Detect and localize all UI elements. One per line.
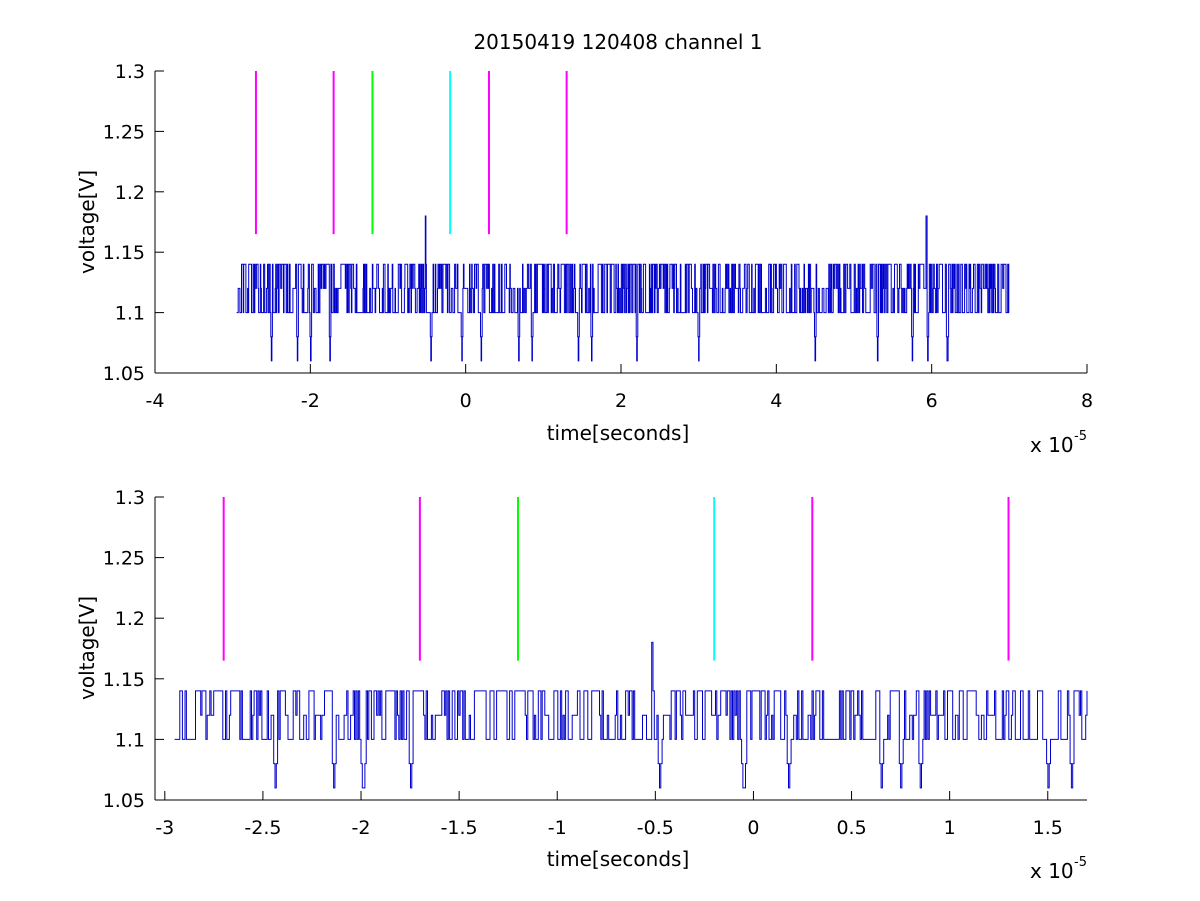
x-tick-label: -4 — [146, 390, 165, 412]
x-axis-label-bottom: time[seconds] — [547, 847, 690, 871]
voltage-series-line — [236, 215, 1010, 362]
y-tick-label: 1.2 — [115, 608, 145, 630]
x-tick-label: 0 — [747, 817, 759, 839]
event-markers-bottom — [222, 497, 1010, 661]
svg-text:x 10: x 10 — [1030, 859, 1074, 883]
figure-title: 20150419 120408 channel 1 — [473, 30, 762, 54]
event-markers-top — [254, 71, 568, 235]
y-tick-label: 1.25 — [103, 121, 145, 143]
x-tick-label: -1 — [548, 817, 567, 839]
x-tick-label: 6 — [926, 390, 938, 412]
x-tick-label: -0.5 — [637, 817, 674, 839]
axes-bottom: 1.05 1.1 1.15 1.2 1.25 1.3 -3 -2.5 -2 -1.5 -1 -0.5 0… — [103, 487, 1087, 839]
x-tick-label: -2 — [301, 390, 320, 412]
signal-trace-top — [236, 215, 1010, 362]
x-tick-label: -3 — [155, 817, 174, 839]
x-tick-label: 8 — [1081, 390, 1093, 412]
x-tick-label: -2 — [352, 817, 371, 839]
y-tick-label: 1.1 — [115, 729, 145, 751]
x-tick-label: 1.5 — [1033, 817, 1063, 839]
y-tick-label: 1.05 — [103, 790, 145, 812]
y-tick-label: 1.15 — [103, 669, 145, 691]
y-axis-label-bottom: voltage[V] — [75, 596, 99, 700]
svg-text:-5: -5 — [1074, 855, 1087, 870]
y-tick-label: 1.3 — [115, 61, 145, 83]
x-tick-label: 2 — [615, 390, 627, 412]
y-axis-label-top: voltage[V] — [75, 170, 99, 274]
plot-top: 1.05 1.1 1.15 1.2 1.25 1.3 -4 -2 0 2 4 6 8 time[seco… — [75, 61, 1093, 457]
axes-top: 1.05 1.1 1.15 1.2 1.25 1.3 -4 -2 0 2 4 6 8 — [103, 61, 1093, 412]
y-tick-label: 1.1 — [115, 303, 145, 325]
plot-bottom: 1.05 1.1 1.15 1.2 1.25 1.3 -3 -2.5 -2 -1.5 -1 -0.5 0… — [75, 487, 1088, 883]
x-multiplier-bottom: x 10 -5 — [1030, 855, 1087, 883]
x-tick-label: 0.5 — [836, 817, 866, 839]
svg-text:-5: -5 — [1074, 429, 1087, 444]
x-tick-label: 4 — [770, 390, 782, 412]
y-tick-label: 1.05 — [103, 363, 145, 385]
y-tick-label: 1.15 — [103, 242, 145, 264]
x-tick-label: 0 — [460, 390, 472, 412]
x-multiplier-top: x 10 -5 — [1030, 429, 1087, 457]
y-tick-label: 1.2 — [115, 182, 145, 204]
signal-trace-bottom — [174, 641, 1088, 789]
y-tick-label: 1.3 — [115, 487, 145, 509]
x-tick-label: -2.5 — [244, 817, 281, 839]
x-tick-label: -1.5 — [441, 817, 478, 839]
x-tick-label: 1 — [944, 817, 956, 839]
svg-text:x 10: x 10 — [1030, 433, 1074, 457]
y-tick-label: 1.25 — [103, 548, 145, 570]
voltage-series-line — [174, 641, 1088, 789]
x-axis-label-top: time[seconds] — [547, 421, 690, 445]
